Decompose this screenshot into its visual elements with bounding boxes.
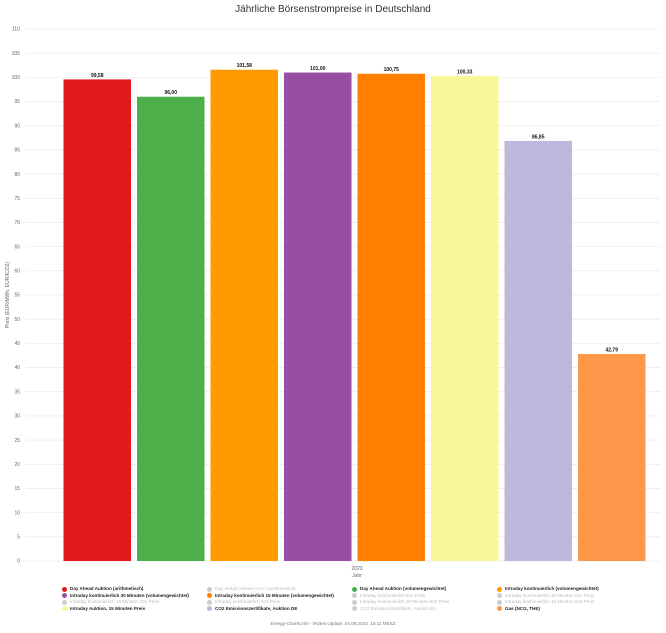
- legend-item[interactable]: Intraday kontinuierlich 30 Minuten ID1-P…: [497, 593, 642, 600]
- y-axis-title: Preis (EUR/MWh, EUR/tCO2): [5, 262, 11, 328]
- y-tick-label: 85: [14, 148, 20, 154]
- y-tick-label: 55: [14, 293, 20, 299]
- y-tick-label: 40: [14, 365, 20, 371]
- legend-marker-icon: [352, 586, 357, 592]
- y-tick-label: 5: [17, 535, 20, 541]
- bar: [210, 69, 278, 562]
- legend-item[interactable]: CO2 Emissionszertifikate, Auktion EU: [352, 606, 497, 613]
- y-tick-label: 45: [14, 341, 20, 347]
- bar: [431, 75, 499, 561]
- legend-label: Intraday kontinuierlich ID1-Preis: [360, 592, 426, 598]
- bar: [504, 140, 572, 561]
- y-tick-label: 105: [12, 51, 21, 57]
- legend-marker-icon: [207, 599, 212, 605]
- y-tick-label: 60: [14, 269, 20, 275]
- y-tick-label: 30: [14, 414, 20, 420]
- data-label: 101,58: [237, 63, 253, 69]
- data-label: 99,58: [91, 73, 104, 79]
- legend-marker-icon: [497, 606, 502, 612]
- legend: Day Ahead Auktion (arithmetisch) Day Ahea…: [62, 586, 662, 612]
- legend-label: CO2 Emissionszertifikate, Auktion DE: [215, 605, 298, 611]
- legend-marker-icon: [207, 606, 212, 612]
- legend-label: CO2 Emissionszertifikate, Auktion EU: [360, 605, 437, 611]
- legend-label: Intraday kontinuierlich (volumengewichte…: [505, 586, 599, 592]
- y-tick-label: 20: [14, 462, 20, 468]
- y-tick-label: 80: [14, 172, 20, 178]
- legend-label: Day Ahead Auktion CH-H (arithmetisch): [215, 586, 296, 592]
- footer-credit: Energy-Charts.info - letztes Update: 04.…: [270, 621, 396, 626]
- legend-label: Intraday kontinuierlich 15 Minuten ID3-P…: [505, 599, 595, 605]
- legend-marker-icon: [497, 599, 502, 605]
- legend-label: Intraday kontinuierlich 30 Minuten ID3-P…: [360, 599, 450, 605]
- y-tick-label: 65: [14, 244, 20, 250]
- x-tick-label: 2023: [351, 566, 362, 572]
- legend-item[interactable]: Intraday kontinuierlich ID1-Preis: [352, 593, 497, 600]
- legend-label: Intraday kontinuierlich 15 Minuten ID1-P…: [70, 599, 160, 605]
- legend-label: Intraday Auktion, 15 Minuten Preis: [70, 605, 146, 611]
- legend-item[interactable]: Intraday kontinuierlich 15 Minuten ID1-P…: [62, 599, 207, 606]
- data-label: 100,75: [384, 67, 400, 73]
- y-tick-label: 90: [14, 123, 20, 129]
- bars: [63, 69, 646, 562]
- legend-item[interactable]: Intraday Auktion, 15 Minuten Preis: [62, 606, 207, 613]
- legend-marker-icon: [352, 599, 357, 605]
- legend-label: Intraday kontinuierlich 30 Minuten (volu…: [70, 592, 189, 598]
- legend-item[interactable]: Intraday kontinuierlich 15 Minuten ID3-P…: [497, 599, 642, 606]
- legend-label: Intraday kontinuierlich 30 Minuten ID1-P…: [505, 592, 595, 598]
- data-label: 86,85: [532, 134, 545, 140]
- data-label: 42,79: [605, 348, 618, 354]
- legend-item[interactable]: CO2 Emissionszertifikate, Auktion DE: [207, 606, 352, 613]
- legend-item[interactable]: Day Ahead Auktion (arithmetisch): [62, 586, 207, 593]
- legend-label: Day Ahead Auktion (volumengewichtet): [360, 586, 447, 592]
- legend-marker-icon: [62, 593, 67, 599]
- y-tick-label: 70: [14, 220, 20, 226]
- legend-item[interactable]: Day Ahead Auktion CH-H (arithmetisch): [207, 586, 352, 593]
- legend-item[interactable]: Intraday kontinuierlich 30 Minuten ID3-P…: [352, 599, 497, 606]
- legend-item[interactable]: Gas (NCG, THE): [497, 606, 642, 613]
- y-tick-label: 75: [14, 196, 20, 202]
- bar: [357, 73, 425, 562]
- y-tick-label: 100: [12, 75, 21, 81]
- legend-item[interactable]: Intraday kontinuierlich 30 Minuten (volu…: [62, 593, 207, 600]
- y-tick-label: 15: [14, 486, 20, 492]
- legend-marker-icon: [352, 593, 357, 599]
- legend-marker-icon: [207, 593, 212, 599]
- data-label: 100,33: [457, 69, 473, 75]
- y-tick-label: 110: [12, 27, 20, 33]
- y-tick-label: 25: [14, 438, 20, 444]
- y-tick-label: 10: [14, 510, 20, 516]
- legend-label: Intraday kontinuierlich 15 Minuten (volu…: [215, 592, 334, 598]
- x-axis-title: Jahr: [352, 573, 362, 579]
- legend-marker-icon: [62, 599, 67, 605]
- legend-item[interactable]: Day Ahead Auktion (volumengewichtet): [352, 586, 497, 593]
- legend-marker-icon: [497, 593, 502, 599]
- bar: [284, 72, 352, 561]
- y-tick-label: 95: [14, 99, 20, 105]
- legend-label: Day Ahead Auktion (arithmetisch): [70, 586, 144, 592]
- y-tick-label: 0: [17, 559, 20, 565]
- data-label: 96,00: [164, 90, 177, 96]
- legend-marker-icon: [207, 586, 212, 592]
- legend-marker-icon: [62, 586, 67, 592]
- bar: [578, 354, 646, 561]
- y-tick-label: 35: [14, 389, 20, 395]
- bar: [63, 79, 131, 562]
- legend-item[interactable]: Intraday kontinuierlich ID3-Preis: [207, 599, 352, 606]
- legend-item[interactable]: Intraday kontinuierlich 15 Minuten (volu…: [207, 593, 352, 600]
- legend-label: Gas (NCG, THE): [505, 605, 540, 611]
- data-labels: 99,58 96,00 101,58 101,00 100,75 100,33 86,85 4…: [91, 63, 618, 353]
- legend-marker-icon: [497, 586, 502, 592]
- bar: [137, 96, 205, 561]
- y-axis-ticks: 0 5 10 15 20 25 30 35 40 45 50 55 60 65 70 75 80 85 90 95 10…: [12, 27, 21, 565]
- data-label: 101,00: [310, 66, 326, 72]
- legend-marker-icon: [352, 606, 357, 612]
- legend-item[interactable]: Intraday kontinuierlich (volumengewichte…: [497, 586, 642, 593]
- legend-label: Intraday kontinuierlich ID3-Preis: [215, 599, 281, 605]
- chart-title: Jährliche Börsenstrompreise in Deutschla…: [235, 4, 431, 15]
- legend-marker-icon: [62, 606, 67, 612]
- y-tick-label: 50: [14, 317, 20, 323]
